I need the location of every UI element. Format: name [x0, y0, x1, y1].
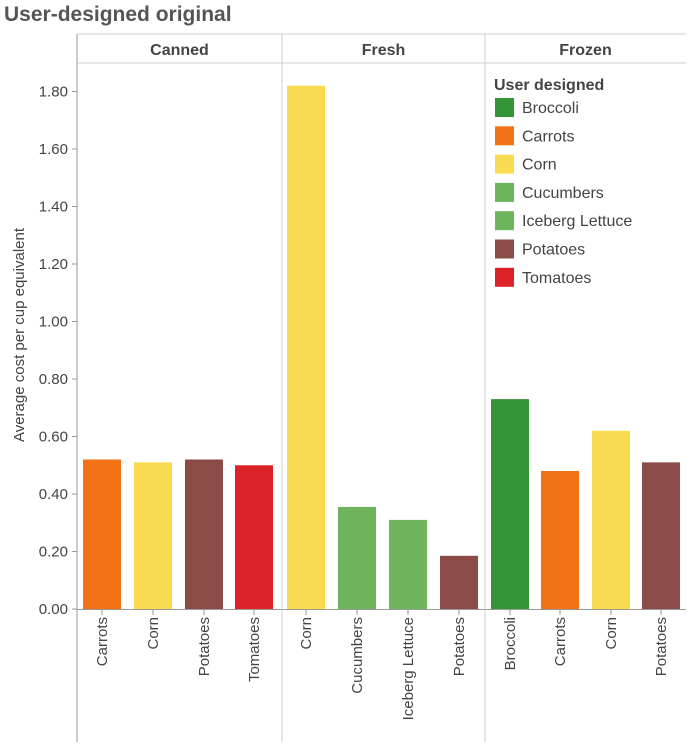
- bar: [491, 399, 529, 609]
- bar: [83, 459, 121, 609]
- category-label: Corn: [603, 617, 620, 650]
- legend-label: Cucumbers: [522, 185, 604, 202]
- y-tick-label: 1.40: [39, 199, 68, 216]
- bar: [541, 471, 579, 609]
- legend-label: Iceberg Lettuce: [522, 213, 632, 230]
- y-tick-label: 0.00: [39, 601, 68, 618]
- y-tick-label: 1.20: [39, 256, 68, 273]
- y-tick-label: 0.40: [39, 486, 68, 503]
- bar: [592, 430, 630, 609]
- y-tick-label: 1.80: [39, 84, 68, 101]
- panel-header: Fresh: [362, 42, 406, 59]
- legend-swatch: [495, 154, 514, 174]
- bar: [338, 506, 376, 609]
- legend-label: Corn: [522, 157, 557, 174]
- legend-label: Broccoli: [522, 100, 579, 117]
- legend-swatch: [495, 239, 514, 259]
- category-label: Carrots: [94, 617, 111, 666]
- y-tick-label: 0.60: [39, 429, 68, 446]
- legend-swatch: [495, 126, 514, 146]
- category-label: Corn: [145, 617, 162, 650]
- legend-swatch: [495, 182, 514, 202]
- legend-label: Tomatoes: [522, 270, 591, 287]
- legend-label: Potatoes: [522, 242, 585, 259]
- category-label: Corn: [298, 617, 315, 650]
- bar: [440, 555, 478, 609]
- category-label: Iceberg Lettuce: [400, 617, 417, 720]
- y-tick-label: 0.80: [39, 371, 68, 388]
- y-tick-label: 1.60: [39, 141, 68, 158]
- y-axis-title: Average cost per cup equivalent: [11, 227, 28, 442]
- y-tick-label: 0.20: [39, 544, 68, 561]
- bar: [134, 462, 172, 609]
- category-label: Potatoes: [451, 617, 468, 676]
- panel-header: Frozen: [559, 42, 611, 59]
- legend-title: User designed: [494, 77, 604, 94]
- legend-label: Carrots: [522, 128, 574, 145]
- category-label: Broccoli: [502, 617, 519, 670]
- bar: [389, 519, 427, 609]
- category-label: Tomatoes: [246, 617, 263, 682]
- bar: [185, 459, 223, 609]
- category-label: Potatoes: [653, 617, 670, 676]
- category-label: Potatoes: [196, 617, 213, 676]
- panel-header: Canned: [150, 42, 209, 59]
- legend-swatch: [495, 267, 514, 287]
- bar: [235, 465, 273, 609]
- legend-swatch: [495, 98, 514, 117]
- category-label: Cucumbers: [349, 617, 366, 694]
- y-tick-label: 1.00: [39, 314, 68, 331]
- legend-swatch: [495, 211, 514, 231]
- bar: [287, 85, 325, 609]
- bar: [642, 462, 680, 609]
- chart-title: User-designed original: [4, 3, 232, 26]
- category-label: Carrots: [552, 617, 569, 666]
